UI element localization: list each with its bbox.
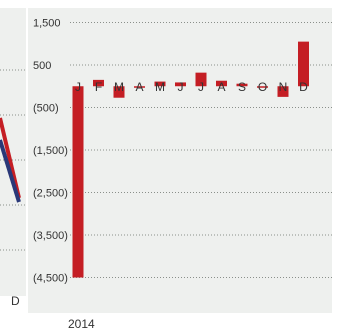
bar bbox=[134, 86, 145, 88]
y-tick-label: (1,500) bbox=[33, 145, 68, 157]
bar bbox=[216, 80, 227, 87]
month-label: J bbox=[198, 80, 204, 94]
y-tick-label: (3,500) bbox=[33, 230, 68, 242]
month-label: M bbox=[114, 80, 124, 94]
month-label: F bbox=[95, 80, 102, 94]
y-tick-label: (2,500) bbox=[33, 188, 68, 200]
y-tick-label: (500) bbox=[33, 103, 59, 115]
month-label: J bbox=[178, 80, 184, 94]
left-chart bbox=[0, 69, 26, 251]
bar bbox=[298, 41, 309, 87]
month-label: M bbox=[155, 80, 165, 94]
y-tick-label: (4,500) bbox=[33, 273, 68, 285]
bar bbox=[195, 72, 207, 87]
y-tick-labels: 1,500 500 (500) (1,500) (2,500) (3,500) (4,500… bbox=[33, 18, 68, 285]
month-label: D bbox=[299, 80, 308, 94]
bars bbox=[72, 41, 309, 278]
x-axis-year-label: 2014 bbox=[68, 317, 95, 331]
bar bbox=[113, 86, 125, 98]
bar bbox=[277, 86, 289, 97]
month-label: A bbox=[217, 80, 225, 94]
bar bbox=[236, 83, 248, 87]
y-tick-label: 500 bbox=[33, 60, 51, 72]
month-label: S bbox=[238, 80, 246, 94]
left-line-red bbox=[0, 117, 21, 199]
bar bbox=[72, 86, 84, 278]
left-line-navy bbox=[0, 139, 21, 203]
bar bbox=[154, 81, 166, 87]
month-label: N bbox=[279, 80, 288, 94]
gridlines bbox=[70, 22, 332, 278]
bar bbox=[175, 82, 186, 87]
bar bbox=[93, 79, 104, 87]
month-label: A bbox=[135, 80, 143, 94]
month-label: O bbox=[258, 80, 267, 94]
y-tick-label: 1,500 bbox=[33, 18, 61, 30]
bar bbox=[257, 86, 268, 88]
left-x-tick-label: D bbox=[11, 294, 20, 308]
month-label: J bbox=[75, 80, 81, 94]
